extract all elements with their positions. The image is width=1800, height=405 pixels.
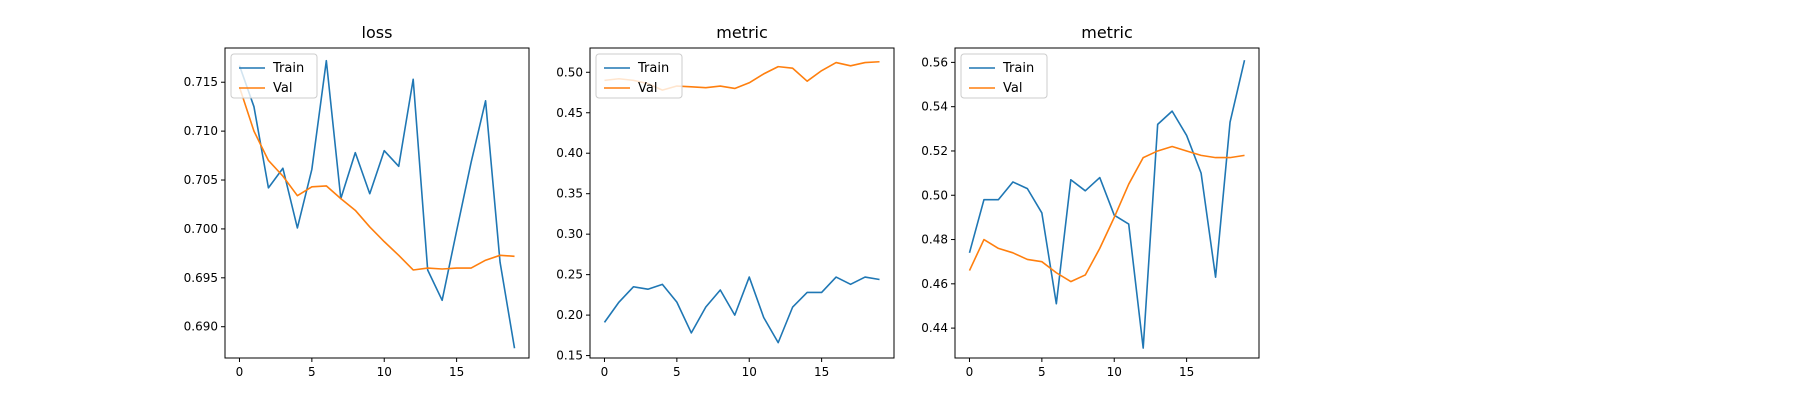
y-tick-label: 0.54	[921, 100, 948, 114]
x-tick-label: 0	[601, 365, 609, 379]
series-line-train	[238, 59, 516, 349]
legend-label-val: Val	[273, 81, 292, 96]
y-tick-label: 0.50	[921, 188, 948, 202]
x-tick-label: 15	[814, 365, 829, 379]
chart-title: metric	[1081, 23, 1133, 42]
subplot-1: loss 0 5 10 15 0.690 0.695 0.700 0.705 0.710 0.715…	[184, 23, 530, 379]
y-tick-label: 0.25	[556, 268, 583, 282]
axes-frame	[224, 47, 530, 359]
legend-box	[595, 53, 683, 99]
y-tick-label: 0.40	[556, 146, 583, 160]
legend-label-train: Train	[637, 61, 669, 76]
axes-frame	[589, 47, 895, 359]
legend-box	[230, 53, 318, 99]
chart-title: metric	[716, 23, 768, 42]
series-line-train	[603, 276, 880, 344]
x-tick-label: 15	[449, 365, 464, 379]
series-line-val	[238, 86, 515, 271]
y-tick-label: 0.710	[184, 124, 218, 138]
y-tick-label: 0.56	[921, 55, 948, 69]
y-tick-label: 0.52	[921, 144, 948, 158]
legend-box	[960, 53, 1048, 99]
legend: Train Val	[595, 53, 683, 99]
legend-label-train: Train	[272, 61, 304, 76]
x-tick-label: 10	[742, 365, 757, 379]
y-tick-label: 0.35	[556, 187, 583, 201]
x-tick-label: 5	[308, 365, 316, 379]
x-tick-label: 5	[1038, 365, 1046, 379]
series-line-train	[968, 59, 1246, 349]
subplot-2: metric 0 5 10 15 0.15 0.20 0.25 0.30 0.35 0.40 0.45…	[556, 23, 895, 379]
legend: Train Val	[960, 53, 1048, 99]
series-line-val	[968, 145, 1245, 283]
y-tick-label: 0.44	[921, 321, 948, 335]
x-tick-label: 10	[1107, 365, 1122, 379]
y-tick-label: 0.45	[556, 106, 583, 120]
y-tick-label: 0.15	[556, 349, 583, 363]
y-tick-label: 0.48	[921, 233, 948, 247]
y-tick-label: 0.20	[556, 308, 583, 322]
y-tick-label: 0.30	[556, 227, 583, 241]
y-tick-label: 0.46	[921, 277, 948, 291]
y-tick-label: 0.705	[184, 173, 218, 187]
legend: Train Val	[230, 53, 318, 99]
x-tick-label: 10	[377, 365, 392, 379]
y-tick-label: 0.715	[184, 75, 218, 89]
y-tick-label: 0.690	[184, 320, 218, 334]
y-tick-label: 0.50	[556, 65, 583, 79]
y-tick-label: 0.700	[184, 222, 218, 236]
x-tick-label: 15	[1179, 365, 1194, 379]
legend-label-train: Train	[1002, 61, 1034, 76]
x-tick-label: 0	[236, 365, 244, 379]
legend-label-val: Val	[1003, 81, 1022, 96]
x-tick-label: 5	[673, 365, 681, 379]
chart-title: loss	[362, 23, 393, 42]
x-tick-label: 0	[966, 365, 974, 379]
legend-label-val: Val	[638, 81, 657, 96]
y-tick-label: 0.695	[184, 271, 218, 285]
subplot-3: metric 0 5 10 15 0.44 0.46 0.48 0.50 0.52 0.54 0.56…	[921, 23, 1260, 379]
axes-frame	[954, 47, 1260, 359]
